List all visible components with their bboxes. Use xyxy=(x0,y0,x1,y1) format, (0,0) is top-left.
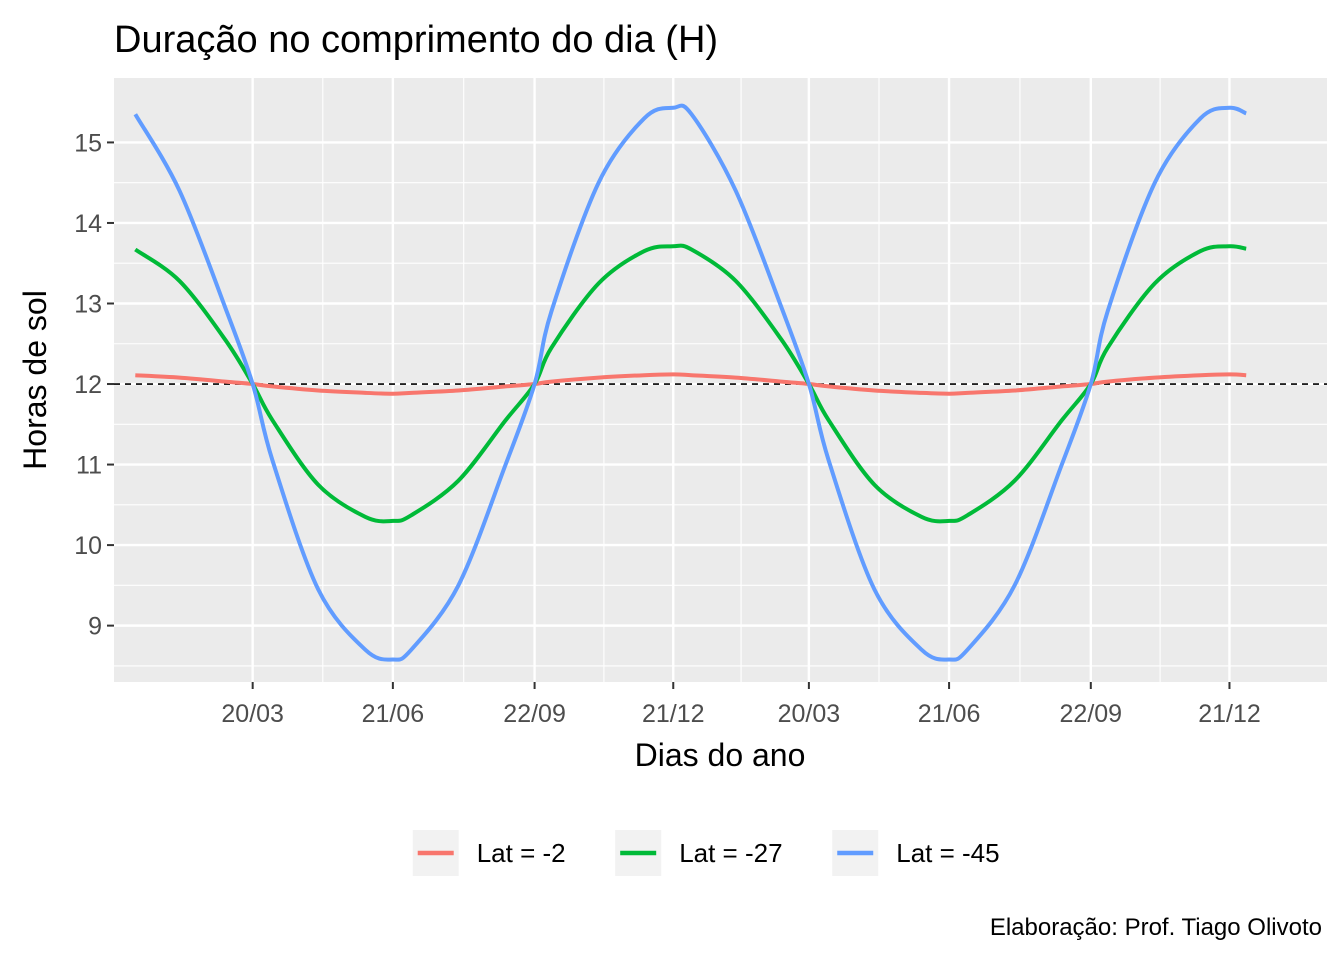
y-tick-label: 13 xyxy=(74,290,102,318)
caption: Elaboração: Prof. Tiago Olivoto xyxy=(990,914,1322,941)
series-lines xyxy=(133,103,1247,662)
series-line-3 xyxy=(133,103,1247,662)
y-tick-label: 9 xyxy=(88,613,102,641)
series-line-2 xyxy=(134,243,1247,524)
legend-item: Lat = -45 xyxy=(832,830,1000,876)
x-tick-label: 22/09 xyxy=(1060,700,1123,728)
x-tick-label: 21/06 xyxy=(362,700,425,728)
x-tick-label: 20/03 xyxy=(778,700,841,728)
x-tick-label: 21/12 xyxy=(642,700,705,728)
y-tick-label: 15 xyxy=(74,129,102,157)
x-tick-label: 21/06 xyxy=(918,700,981,728)
y-tick-label: 10 xyxy=(74,532,102,560)
y-axis-ticks: 9 10 11 12 13 14 15 xyxy=(74,129,114,641)
y-tick-label: 12 xyxy=(74,371,102,399)
x-axis-ticks: 20/03 21/06 22/09 21/12 20/03 21/06 22/09 21/12 xyxy=(221,682,1261,728)
x-tick-label: 20/03 xyxy=(221,700,284,728)
chart-title: Duração no comprimento do dia (H) xyxy=(114,19,718,61)
legend-label: Lat = -2 xyxy=(477,838,566,868)
x-axis-title: Dias do ano xyxy=(635,737,806,773)
x-tick-label: 22/09 xyxy=(503,700,566,728)
series-line-1 xyxy=(135,372,1247,396)
y-axis-title: Horas de sol xyxy=(17,290,53,470)
y-tick-label: 11 xyxy=(76,452,102,480)
legend-item: Lat = -27 xyxy=(615,830,783,876)
y-tick-label: 14 xyxy=(74,210,102,238)
legend-label: Lat = -27 xyxy=(679,838,782,868)
legend: Lat = -2 Lat = -27 Lat = -45 xyxy=(412,830,1000,876)
x-tick-label: 21/12 xyxy=(1198,700,1261,728)
legend-label: Lat = -45 xyxy=(896,838,999,868)
legend-item: Lat = -2 xyxy=(412,830,566,876)
